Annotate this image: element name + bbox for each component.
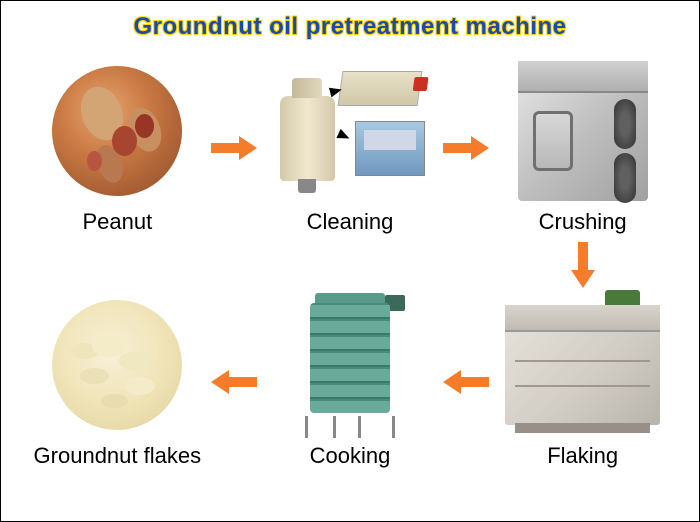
step-flakes: Groundnut flakes xyxy=(34,295,202,469)
flaking-image xyxy=(503,295,663,435)
process-grid: Peanut Cleaning Crushing xyxy=(1,41,699,489)
crushing-image xyxy=(503,61,663,201)
step-cooking: Cooking xyxy=(270,295,430,469)
peanut-label: Peanut xyxy=(82,209,152,235)
cooking-label: Cooking xyxy=(310,443,391,469)
diagram-title: Groundnut oil pretreatment machine xyxy=(1,1,699,41)
peanut-icon xyxy=(52,66,182,196)
arrow-peanut-to-cleaning xyxy=(209,133,259,163)
cooker-machine-icon xyxy=(295,293,405,438)
peanut-image xyxy=(37,61,197,201)
arrow-flaking-to-cooking xyxy=(441,367,491,397)
step-flaking: Flaking xyxy=(503,295,663,469)
flaker-machine-icon xyxy=(505,305,660,425)
cleaning-image xyxy=(270,61,430,201)
arrow-cleaning-to-crushing xyxy=(441,133,491,163)
crusher-machine-icon xyxy=(518,61,648,201)
flaking-label: Flaking xyxy=(547,443,618,469)
crushing-label: Crushing xyxy=(539,209,627,235)
arrow-crushing-to-flaking xyxy=(568,240,598,290)
step-cleaning: Cleaning xyxy=(270,61,430,235)
step-crushing: Crushing xyxy=(503,61,663,235)
arrow-cooking-to-flakes xyxy=(209,367,259,397)
cleaning-machines-icon xyxy=(270,61,430,201)
cleaning-label: Cleaning xyxy=(307,209,394,235)
flakes-label: Groundnut flakes xyxy=(34,443,202,469)
groundnut-flakes-icon xyxy=(52,300,182,430)
step-peanut: Peanut xyxy=(37,61,197,235)
flakes-image xyxy=(37,295,197,435)
cooking-image xyxy=(270,295,430,435)
